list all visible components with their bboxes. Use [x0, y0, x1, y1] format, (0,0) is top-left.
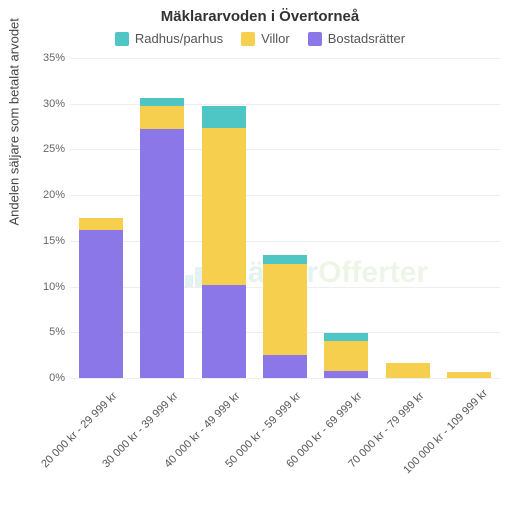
legend-item: Villor [241, 31, 290, 46]
bar-segment [324, 371, 368, 378]
bar-segment [202, 285, 246, 378]
bar-segment [202, 106, 246, 127]
chart-title: Mäklararvoden i Övertorneå [0, 0, 520, 25]
bar-segment [386, 363, 430, 378]
y-tick-label: 30% [30, 98, 65, 110]
bar-segment [79, 218, 123, 230]
y-tick-label: 35% [30, 52, 65, 64]
grid-line [70, 378, 500, 379]
bar-segment [140, 129, 184, 378]
bar-segment [324, 341, 368, 371]
bar-segment [324, 333, 368, 340]
legend-item: Radhus/parhus [115, 31, 223, 46]
bar-segment [263, 355, 307, 378]
legend-swatch [115, 32, 129, 46]
legend-label: Bostadsrätter [328, 31, 405, 46]
legend: Radhus/parhus Villor Bostadsrätter [0, 31, 520, 46]
legend-label: Villor [261, 31, 290, 46]
chart-container: Mäklararvoden i Övertorneå Radhus/parhus… [0, 0, 520, 520]
bar-segment [140, 106, 184, 129]
plot-area: MäklarOfferter 0%5%10%15%20%25%30%35% [70, 58, 500, 378]
bar-segment [263, 255, 307, 264]
bar-segment [79, 230, 123, 378]
legend-swatch [308, 32, 322, 46]
bar-segment [447, 372, 491, 378]
y-tick-label: 0% [30, 372, 65, 384]
y-tick-label: 20% [30, 189, 65, 201]
bar-segment [263, 264, 307, 355]
bar-segment [202, 128, 246, 285]
y-tick-label: 15% [30, 235, 65, 247]
y-tick-label: 25% [30, 143, 65, 155]
bar-segment [140, 98, 184, 106]
legend-label: Radhus/parhus [135, 31, 223, 46]
x-axis-labels: 20 000 kr - 29 999 kr30 000 kr - 39 999 … [70, 382, 500, 502]
y-tick-label: 10% [30, 281, 65, 293]
y-tick-label: 5% [30, 326, 65, 338]
legend-item: Bostadsrätter [308, 31, 405, 46]
bars [70, 58, 500, 378]
y-axis-label: Andelen säljare som betalat arvodet [7, 18, 22, 225]
legend-swatch [241, 32, 255, 46]
